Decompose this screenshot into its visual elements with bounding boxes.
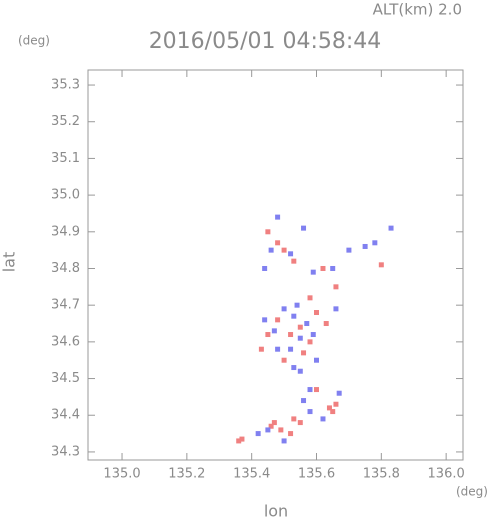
point xyxy=(288,346,294,352)
point xyxy=(320,416,326,422)
point xyxy=(265,427,271,433)
point xyxy=(378,262,384,268)
y-tick-label: 34.7 xyxy=(51,298,80,313)
point xyxy=(307,295,313,301)
y-label: lat xyxy=(0,252,19,273)
point xyxy=(330,409,336,415)
point xyxy=(265,332,271,338)
x-label: lon xyxy=(264,502,288,521)
point xyxy=(275,214,281,220)
point xyxy=(268,423,274,429)
point xyxy=(288,332,294,338)
point xyxy=(333,306,339,312)
x-tick-label: 135.4 xyxy=(233,467,270,482)
point xyxy=(362,243,368,249)
point xyxy=(291,416,297,422)
point xyxy=(333,401,339,407)
point xyxy=(236,438,242,444)
point xyxy=(278,427,284,433)
chart-title: 2016/05/01 04:58:44 xyxy=(149,29,382,54)
x-unit: (deg) xyxy=(456,485,488,499)
point xyxy=(314,387,320,393)
point xyxy=(320,265,326,271)
point xyxy=(271,420,277,426)
y-tick-label: 35.2 xyxy=(51,114,80,129)
point xyxy=(330,265,336,271)
points xyxy=(236,214,394,444)
point xyxy=(301,350,307,356)
point xyxy=(372,240,378,246)
point xyxy=(388,225,394,231)
point xyxy=(239,436,245,442)
y-tick-label: 35.1 xyxy=(51,151,80,166)
x-tick-label: 136.0 xyxy=(428,467,465,482)
altitude: ALT(km) 2.0 xyxy=(373,1,462,19)
point xyxy=(336,390,342,396)
y-tick-label: 35.3 xyxy=(51,78,80,93)
y-tick-label: 35.0 xyxy=(51,188,80,203)
point xyxy=(297,324,303,330)
point xyxy=(262,317,268,323)
point xyxy=(281,357,287,363)
y-tick-label: 34.4 xyxy=(51,408,80,423)
y-tick-label: 34.8 xyxy=(51,261,80,276)
x-tick-label: 135.6 xyxy=(298,467,335,482)
point xyxy=(346,247,352,253)
point xyxy=(301,225,307,231)
point xyxy=(265,229,271,235)
point xyxy=(307,409,313,415)
y-tick-label: 34.6 xyxy=(51,334,80,349)
point xyxy=(307,387,313,393)
point xyxy=(297,368,303,374)
point xyxy=(281,306,287,312)
point xyxy=(323,321,329,327)
point xyxy=(275,346,281,352)
point xyxy=(258,346,264,352)
point xyxy=(291,313,297,319)
point xyxy=(310,332,316,338)
point xyxy=(307,339,313,345)
point xyxy=(268,247,274,253)
y-tick-label: 34.9 xyxy=(51,224,80,239)
point xyxy=(281,247,287,253)
point xyxy=(297,335,303,341)
point xyxy=(281,438,287,444)
point xyxy=(291,365,297,371)
point xyxy=(288,251,294,257)
point xyxy=(275,240,281,246)
y-tick-label: 34.3 xyxy=(51,444,80,459)
point xyxy=(314,357,320,363)
point xyxy=(301,398,307,404)
point xyxy=(310,269,316,275)
point xyxy=(294,302,300,308)
point xyxy=(288,431,294,437)
y-unit: (deg) xyxy=(18,34,50,48)
point xyxy=(326,405,332,411)
point xyxy=(262,265,268,271)
x-tick-label: 135.8 xyxy=(363,467,400,482)
point xyxy=(275,317,281,323)
point xyxy=(314,310,320,316)
point xyxy=(297,420,303,426)
point xyxy=(304,321,310,327)
plot-frame xyxy=(87,69,464,461)
point xyxy=(271,328,277,334)
point xyxy=(255,431,261,437)
axes: 135.0 135.2 135.4 135.6 135.8 136.0 34.3 34.4 34… xyxy=(51,70,465,482)
y-tick-label: 34.5 xyxy=(51,371,80,386)
point xyxy=(291,258,297,264)
point xyxy=(333,284,339,290)
x-tick-label: 135.0 xyxy=(103,467,140,482)
x-tick-label: 135.2 xyxy=(168,467,205,482)
